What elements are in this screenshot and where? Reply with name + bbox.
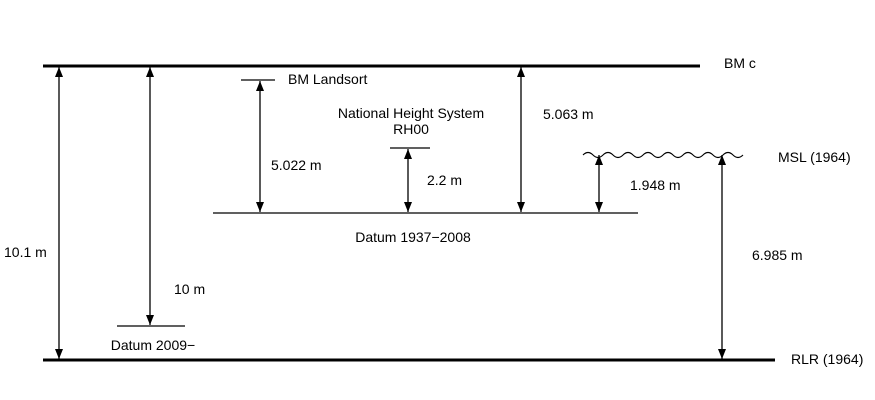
label-bm-landsort: BM Landsort <box>288 71 367 87</box>
distance-bmc-rlr: 10.1 m <box>4 244 47 260</box>
distance-msl-rlr: 6.985 m <box>752 247 803 263</box>
distance-bmc-datum2009: 10 m <box>174 281 205 297</box>
distance-rh00-datum1937: 2.2 m <box>427 172 462 188</box>
label-bm-c: BM c <box>724 55 756 71</box>
distance-msl-datum1937: 1.948 m <box>630 177 681 193</box>
label-rh00: RH00 <box>393 121 429 137</box>
label-datum-1937-2008: Datum 1937−2008 <box>355 229 471 245</box>
label-datum-2009: Datum 2009− <box>111 337 195 353</box>
msl-wave <box>582 151 744 159</box>
label-rlr: RLR (1964) <box>791 351 863 367</box>
label-national-height-system: National Height System <box>338 105 484 121</box>
label-msl: MSL (1964) <box>778 149 851 165</box>
distance-landsort-datum1937: 5.022 m <box>271 157 322 173</box>
distance-bmc-datum1937: 5.063 m <box>543 106 594 122</box>
